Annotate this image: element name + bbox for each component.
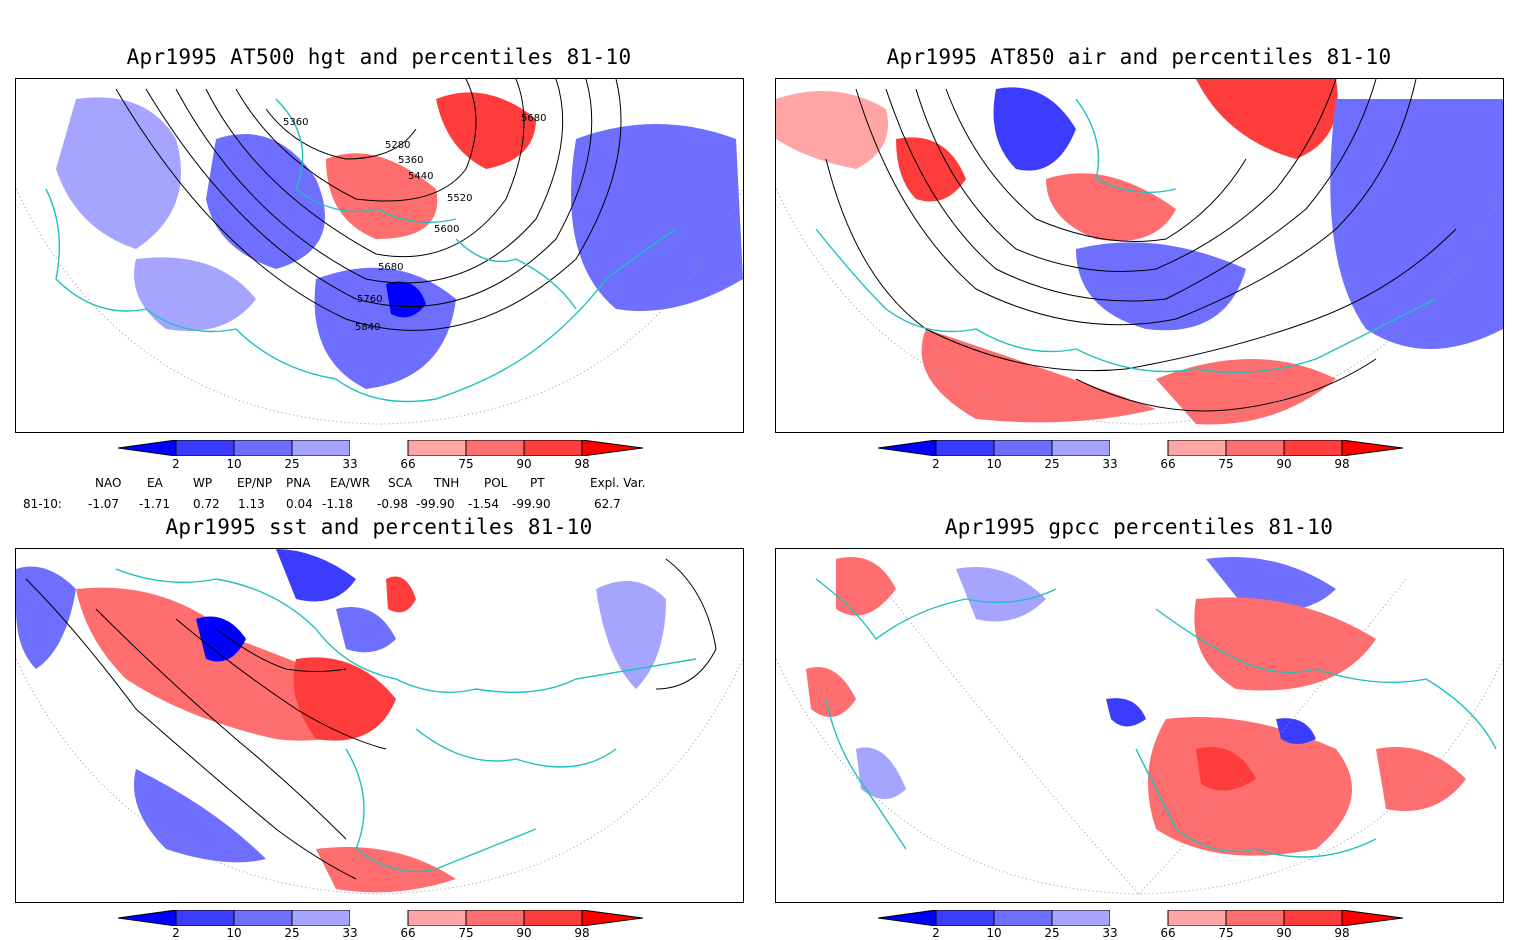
index-row-label: 81-10: xyxy=(23,497,62,511)
cb-label: 25 xyxy=(284,926,300,940)
contour-label: 5600 xyxy=(434,224,460,235)
index-header: PNA xyxy=(286,476,311,490)
index-header: Expl. Var. xyxy=(590,476,646,490)
map-sst-svg xyxy=(16,549,743,895)
cb-label: 98 xyxy=(1334,457,1350,471)
index-value: -99.90 xyxy=(512,497,551,511)
map-panel-gpcc xyxy=(775,548,1504,903)
index-value: -0.98 xyxy=(377,497,409,511)
cb-label: 33 xyxy=(342,926,358,940)
index-header: SCA xyxy=(388,476,413,490)
index-header: EA/WR xyxy=(330,476,371,490)
index-header: TNH xyxy=(434,476,460,490)
cb-label: 66 xyxy=(400,926,416,940)
panel4-title: Apr1995 gpcc percentiles 81-10 xyxy=(944,515,1334,539)
contour-label: 5840 xyxy=(355,322,381,333)
map-panel-sst xyxy=(15,548,744,903)
panel1-title: Apr1995 AT500 hgt and percentiles 81-10 xyxy=(126,45,632,69)
index-value: -1.18 xyxy=(322,497,354,511)
cb-label: 25 xyxy=(1044,926,1060,940)
index-value: -1.54 xyxy=(468,497,500,511)
cb-label: 33 xyxy=(342,457,358,471)
colorbar-air850 xyxy=(878,440,1403,456)
cb-label: 90 xyxy=(516,457,532,471)
colorbar-labels-hgt500: 2 10 25 33 66 75 90 98 xyxy=(118,457,643,473)
cb-label: 10 xyxy=(986,926,1002,940)
cb-label: 66 xyxy=(400,457,416,471)
cb-label: 75 xyxy=(1218,926,1234,940)
cb-label: 33 xyxy=(1102,457,1118,471)
contour-label: 5680 xyxy=(521,113,547,124)
index-header: EA xyxy=(147,476,163,490)
cb-label: 90 xyxy=(1276,457,1292,471)
map-panel-air850 xyxy=(775,78,1504,433)
cb-label: 2 xyxy=(932,457,940,471)
map-hgt500-svg xyxy=(16,79,743,425)
index-value: 1.13 xyxy=(238,497,265,511)
cb-label: 90 xyxy=(1276,926,1292,940)
contour-label: 5680 xyxy=(378,262,404,273)
contour-label: 5280 xyxy=(385,140,411,151)
cb-label: 98 xyxy=(574,457,590,471)
index-value: 0.04 xyxy=(286,497,313,511)
colorbar-labels-sst: 2 10 25 33 66 75 90 98 xyxy=(118,926,643,940)
cb-label: 98 xyxy=(1334,926,1350,940)
contour-label: 5360 xyxy=(283,117,309,128)
index-header: NAO xyxy=(95,476,122,490)
colorbar-gpcc xyxy=(878,910,1403,926)
colorbar-labels-air850: 2 10 25 33 66 75 90 98 xyxy=(878,457,1403,473)
cb-label: 2 xyxy=(172,926,180,940)
map-gpcc-svg xyxy=(776,549,1503,895)
index-value: -1.07 xyxy=(88,497,120,511)
index-value: -1.71 xyxy=(139,497,171,511)
index-value: 62.7 xyxy=(594,497,621,511)
cb-label: 66 xyxy=(1160,457,1176,471)
colorbar-hgt500 xyxy=(118,440,643,456)
cb-label: 33 xyxy=(1102,926,1118,940)
cb-label: 10 xyxy=(986,457,1002,471)
contour-label: 5760 xyxy=(357,294,383,305)
index-header: WP xyxy=(193,476,213,490)
cb-label: 2 xyxy=(932,926,940,940)
cb-label: 98 xyxy=(574,926,590,940)
cb-label: 10 xyxy=(226,457,242,471)
index-header: POL xyxy=(484,476,508,490)
cb-label: 75 xyxy=(458,457,474,471)
cb-label: 66 xyxy=(1160,926,1176,940)
index-value: -99.90 xyxy=(416,497,455,511)
colorbar-sst xyxy=(118,910,643,926)
cb-label: 25 xyxy=(284,457,300,471)
index-header: EP/NP xyxy=(237,476,273,490)
index-header: PT xyxy=(530,476,545,490)
contour-label: 5440 xyxy=(408,171,434,182)
panel3-title: Apr1995 sst and percentiles 81-10 xyxy=(165,515,593,539)
cb-label: 75 xyxy=(1218,457,1234,471)
cb-label: 10 xyxy=(226,926,242,940)
contour-label: 5360 xyxy=(398,155,424,166)
cb-label: 75 xyxy=(458,926,474,940)
map-air850-svg xyxy=(776,79,1503,425)
index-value: 0.72 xyxy=(193,497,220,511)
contour-label: 5520 xyxy=(447,193,473,204)
panel2-title: Apr1995 AT850 air and percentiles 81-10 xyxy=(886,45,1392,69)
cb-label: 25 xyxy=(1044,457,1060,471)
cb-label: 90 xyxy=(516,926,532,940)
map-panel-hgt500 xyxy=(15,78,744,433)
colorbar-labels-gpcc: 2 10 25 33 66 75 90 98 xyxy=(878,926,1403,940)
cb-label: 2 xyxy=(172,457,180,471)
